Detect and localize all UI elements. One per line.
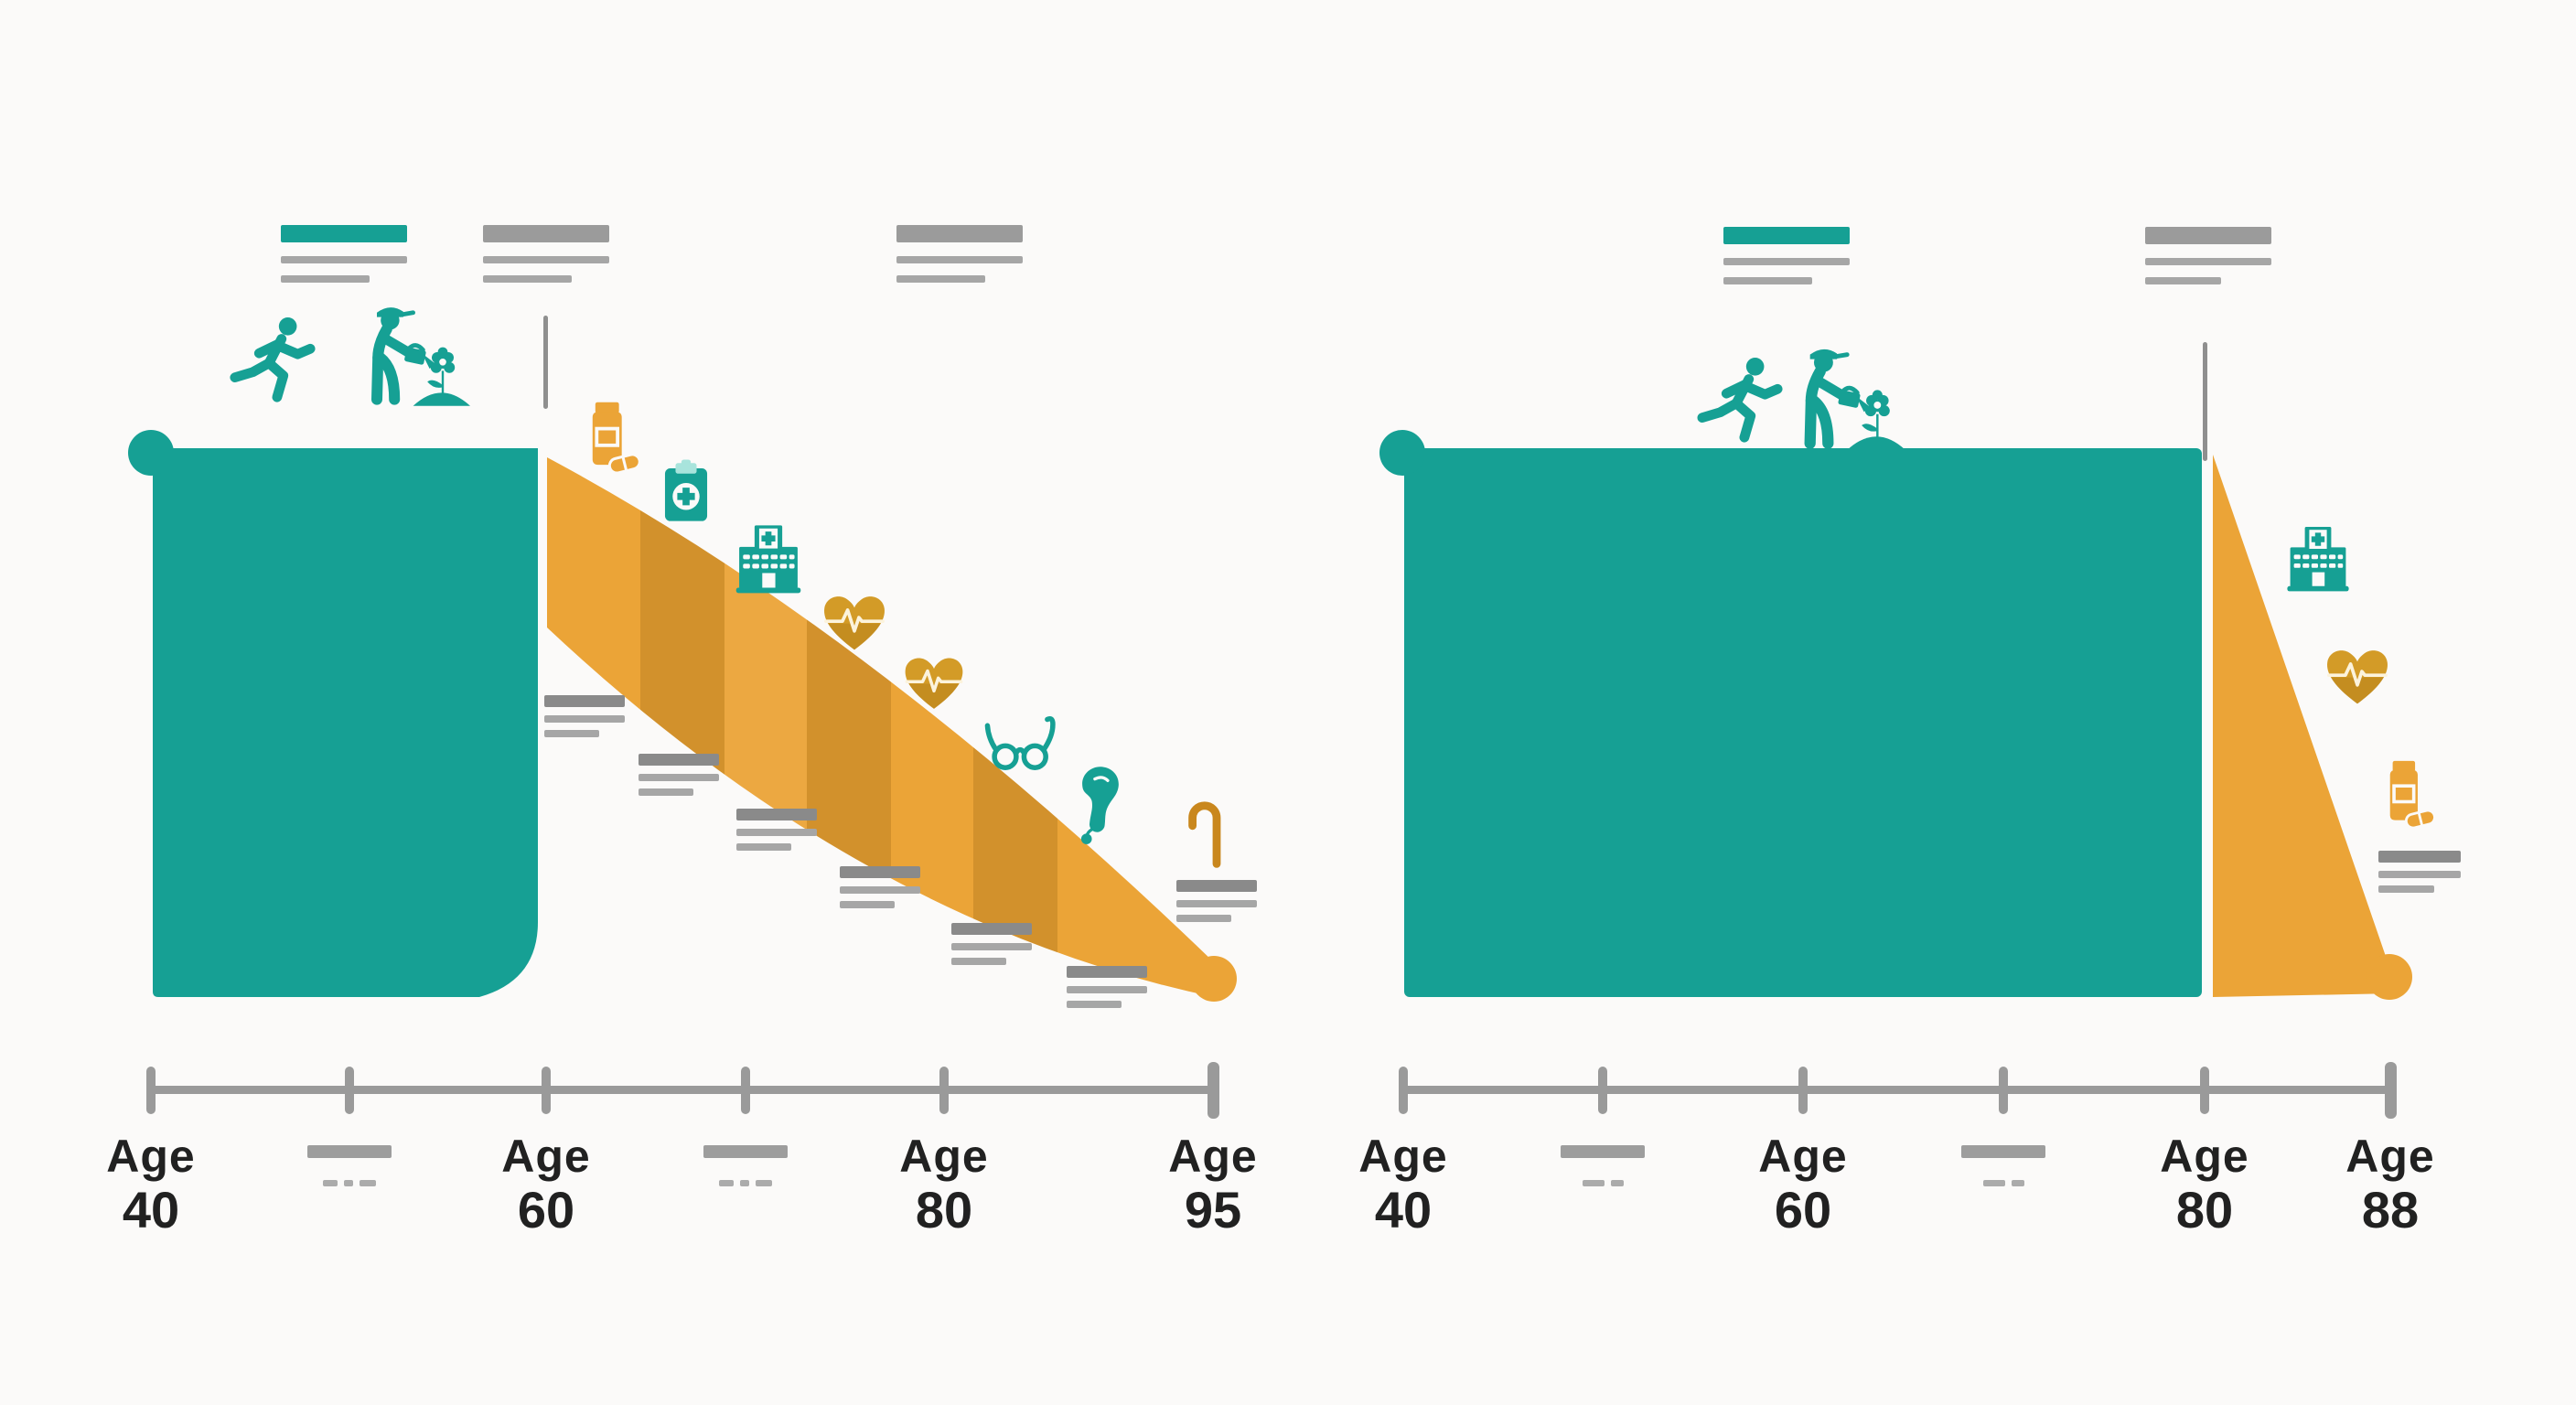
- left-healthy-block: [153, 448, 538, 997]
- text-placeholder: [281, 275, 370, 283]
- caption-placeholder: [1176, 880, 1257, 922]
- text-placeholder: [2145, 277, 2221, 284]
- left-start-dot: [128, 430, 174, 476]
- legend-title-bar: [2145, 227, 2271, 244]
- legend-title-bar: [1723, 227, 1850, 244]
- legend-block-healthy: [281, 225, 407, 283]
- legend-block-note: [896, 225, 1023, 283]
- axis-label-age-80: Age 80: [2160, 1131, 2249, 1239]
- axis-tick-end: [1208, 1062, 1219, 1119]
- caption-placeholder: [736, 809, 817, 851]
- heart-ecg-icon: [2326, 650, 2388, 704]
- gardener-icon: [371, 307, 470, 406]
- left-age-axis: [149, 1086, 1217, 1094]
- axis-label-placeholder: [1561, 1145, 1645, 1186]
- text-placeholder: [483, 256, 609, 263]
- left-decline-wedge: [547, 457, 1214, 997]
- right-age-axis: [1401, 1086, 2394, 1094]
- axis-tick: [2200, 1067, 2209, 1114]
- axis-tick: [1598, 1067, 1607, 1114]
- axis-label-age-95: Age 95: [1168, 1131, 1258, 1239]
- left-end-dot: [1191, 956, 1237, 1002]
- caption-placeholder: [2378, 851, 2461, 893]
- caption-placeholder: [951, 923, 1032, 965]
- text-placeholder: [1723, 258, 1850, 265]
- gardener-icon: [1804, 349, 1905, 450]
- callout-line: [543, 316, 548, 409]
- caption-placeholder: [1067, 966, 1147, 1008]
- axis-label-age-60: Age 60: [1758, 1131, 1848, 1239]
- right-start-dot: [1379, 430, 1425, 476]
- eyeglasses-icon: [984, 715, 1056, 770]
- text-placeholder: [2145, 258, 2271, 265]
- text-placeholder: [896, 275, 985, 283]
- legend-title-bar: [896, 225, 1023, 242]
- text-placeholder: [1723, 277, 1812, 284]
- axis-tick: [542, 1067, 551, 1114]
- axis-tick: [741, 1067, 750, 1114]
- text-placeholder: [281, 256, 407, 263]
- hospital-icon: [735, 525, 801, 594]
- callout-line: [2203, 342, 2207, 461]
- legend-title-bar: [281, 225, 407, 242]
- right-decline-triangle: [2213, 455, 2396, 997]
- axis-tick-end: [2385, 1062, 2397, 1119]
- axis-tick: [1999, 1067, 2008, 1114]
- axis-label-age-40: Age 40: [1358, 1131, 1448, 1239]
- axis-label-age-88: Age 88: [2345, 1131, 2435, 1239]
- running-person-icon: [230, 316, 316, 402]
- axis-tick: [1798, 1067, 1808, 1114]
- axis-label-age-80: Age 80: [899, 1131, 989, 1239]
- running-person-icon: [1697, 357, 1783, 443]
- hearing-aid-icon: [1080, 767, 1119, 844]
- axis-label-placeholder: [1961, 1145, 2045, 1186]
- heart-ecg-icon: [823, 596, 886, 650]
- heart-ecg-icon: [905, 658, 963, 709]
- right-end-dot: [2367, 954, 2412, 1000]
- medical-clipboard-icon: [664, 459, 708, 521]
- legend-block-decline: [2145, 227, 2271, 284]
- axis-tick: [146, 1067, 156, 1114]
- legend-block-healthy: [1723, 227, 1850, 284]
- caption-placeholder: [840, 866, 920, 908]
- axis-tick: [345, 1067, 354, 1114]
- caption-placeholder: [639, 754, 719, 796]
- right-healthy-block: [1404, 448, 2202, 997]
- text-placeholder: [896, 256, 1023, 263]
- axis-label-age-40: Age 40: [106, 1131, 196, 1239]
- axis-tick: [939, 1067, 949, 1114]
- pill-bottle-icon: [592, 402, 641, 475]
- axis-label-age-60: Age 60: [501, 1131, 591, 1239]
- legend-title-bar: [483, 225, 609, 242]
- axis-label-placeholder: [307, 1145, 392, 1186]
- legend-block-decline: [483, 225, 609, 283]
- axis-label-placeholder: [703, 1145, 788, 1186]
- caption-placeholder: [544, 695, 625, 737]
- hospital-icon: [2287, 527, 2349, 592]
- axis-tick: [1399, 1067, 1408, 1114]
- pill-bottle-icon: [2389, 760, 2436, 830]
- walking-cane-icon: [1188, 801, 1221, 868]
- text-placeholder: [483, 275, 572, 283]
